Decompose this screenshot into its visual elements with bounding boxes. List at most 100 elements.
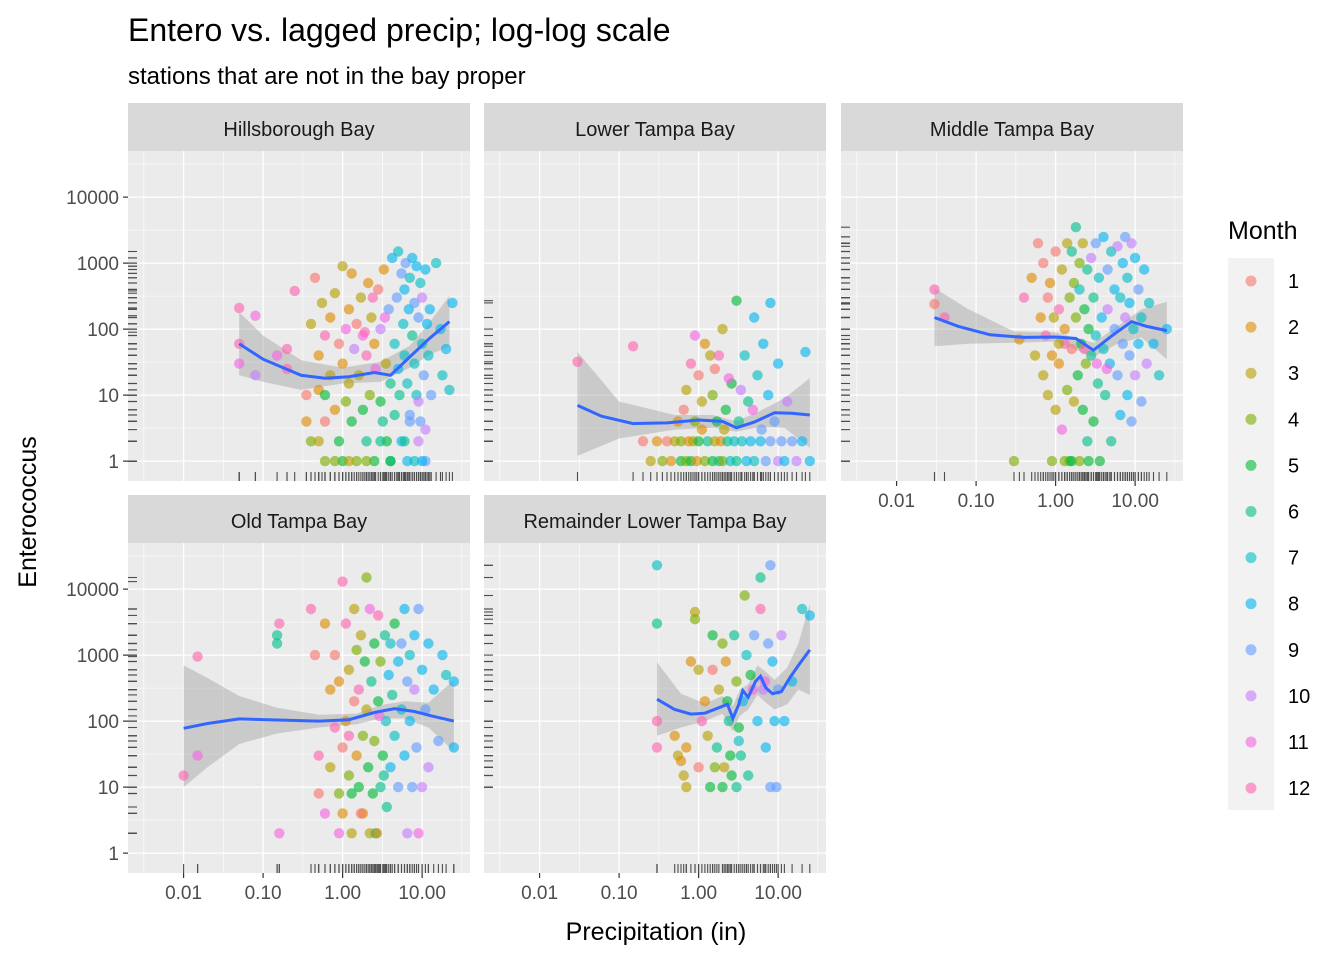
data-point	[413, 312, 424, 323]
facet-strip-label: Old Tampa Bay	[231, 511, 367, 533]
data-point	[313, 436, 324, 447]
data-point	[1077, 404, 1089, 415]
data-point	[745, 436, 756, 447]
legend-label-month: 6	[1288, 502, 1299, 524]
data-point	[1126, 416, 1137, 427]
data-point	[309, 272, 321, 283]
data-point	[343, 770, 355, 781]
data-point	[402, 828, 413, 839]
data-point	[1129, 370, 1141, 381]
data-point	[689, 614, 701, 625]
data-point	[1066, 343, 1078, 355]
data-point	[689, 330, 701, 341]
data-point	[424, 304, 435, 315]
data-point	[1136, 312, 1147, 323]
data-point	[349, 696, 360, 707]
data-point	[301, 389, 312, 401]
data-point	[1143, 297, 1155, 309]
data-point	[717, 781, 728, 793]
data-point	[377, 750, 388, 761]
data-point	[375, 656, 386, 667]
legend-key-month	[1245, 736, 1257, 748]
data-point	[749, 455, 760, 467]
data-point	[1026, 272, 1037, 283]
data-point	[440, 669, 452, 681]
data-point	[1101, 363, 1113, 375]
data-point	[1136, 396, 1147, 407]
data-point	[319, 618, 331, 629]
data-point	[681, 384, 692, 396]
data-point	[363, 277, 374, 289]
data-point	[1094, 455, 1106, 467]
data-point	[1044, 277, 1056, 289]
facet-strip-label: Remainder Lower Tampa Bay	[523, 511, 786, 533]
legend-key-month	[1245, 506, 1257, 517]
data-point	[404, 715, 415, 727]
legend-label-month: 5	[1288, 455, 1299, 477]
data-point	[696, 396, 708, 407]
data-point	[333, 338, 345, 349]
data-point	[399, 750, 410, 761]
data-point	[1056, 264, 1068, 275]
data-point	[361, 704, 372, 715]
data-point	[440, 343, 452, 355]
data-point	[776, 436, 787, 447]
data-point	[383, 669, 394, 681]
data-point	[689, 606, 701, 618]
data-point	[1100, 389, 1111, 401]
data-point	[1035, 312, 1046, 323]
data-point	[337, 808, 348, 819]
data-point	[378, 770, 389, 781]
data-point	[651, 618, 663, 629]
data-point	[319, 808, 331, 819]
data-point	[399, 284, 410, 295]
data-point	[385, 762, 396, 773]
data-point	[739, 590, 750, 601]
data-point	[389, 618, 400, 629]
legend-key-month	[1245, 552, 1257, 564]
data-point	[340, 618, 352, 629]
data-point	[234, 358, 245, 369]
data-point	[394, 389, 405, 401]
y-tick-label: 1	[108, 452, 119, 473]
data-point	[678, 770, 689, 781]
data-point	[1053, 338, 1065, 349]
data-point	[389, 409, 400, 421]
data-point	[375, 781, 386, 793]
data-point	[709, 363, 720, 375]
data-point	[373, 610, 384, 621]
data-point	[675, 755, 687, 767]
data-point	[681, 742, 692, 753]
data-point	[705, 350, 716, 361]
data-point	[399, 603, 410, 615]
data-point	[416, 292, 428, 303]
data-point	[1120, 312, 1131, 323]
data-point	[1091, 358, 1103, 369]
data-point	[337, 742, 348, 753]
data-point	[289, 285, 300, 297]
facet-panel: Remainder Lower Tampa Bay 0.01 0.10 1.00 10.…	[484, 495, 826, 904]
data-point	[389, 730, 400, 741]
data-point	[351, 750, 362, 761]
smooth-line	[933, 316, 1168, 353]
data-point	[1088, 416, 1099, 427]
x-tick-label: 1.00	[1037, 491, 1074, 512]
data-point	[316, 297, 328, 309]
x-tick-label: 10.00	[1111, 491, 1159, 512]
panel-background	[484, 151, 826, 481]
data-point	[333, 828, 345, 839]
data-point	[404, 272, 415, 283]
data-point	[413, 396, 424, 407]
y-tick-label: 10	[98, 778, 119, 799]
legend-key-month	[1245, 644, 1257, 656]
data-point	[447, 297, 458, 309]
y-tick-label: 1000	[77, 646, 119, 667]
data-point	[776, 630, 787, 641]
data-point	[343, 304, 355, 315]
data-point	[351, 455, 362, 467]
x-tick-label: 0.01	[521, 883, 558, 904]
y-tick-label: 10000	[66, 188, 119, 209]
data-point	[305, 436, 317, 447]
